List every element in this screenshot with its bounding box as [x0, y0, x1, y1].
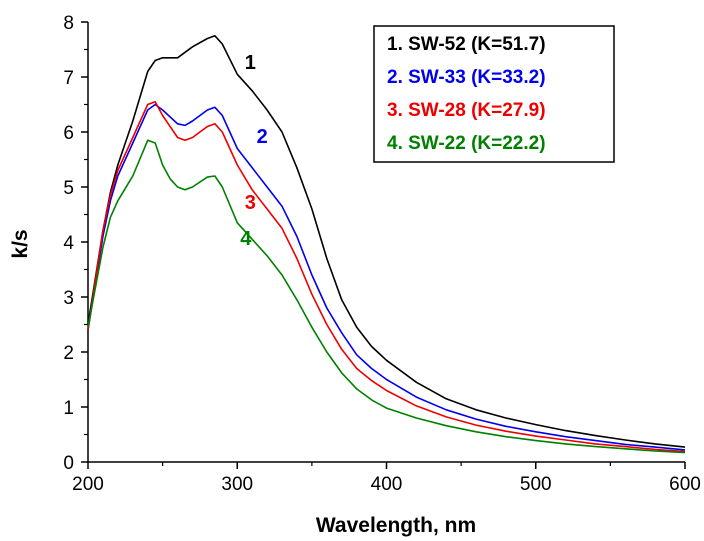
curve-label-2: 2 [257, 126, 268, 148]
y-tick-label: 8 [63, 13, 74, 34]
legend: 1. SW-52 (K=51.7) 2. SW-33 (K=33.2) 3. SW-… [373, 25, 615, 163]
y-tick-label: 1 [63, 398, 74, 419]
y-axis-ticks: 0 1 2 3 4 5 6 7 8 [63, 13, 88, 474]
y-tick-label: 2 [63, 343, 74, 364]
y-tick-label: 7 [63, 68, 74, 89]
x-tick-label: 600 [669, 474, 701, 495]
x-tick-label: 500 [520, 474, 552, 495]
curve-label-1: 1 [245, 52, 256, 74]
series-line-4 [87, 139, 686, 454]
series-lines [87, 34, 686, 454]
curve-labels: 1 2 3 4 [240, 52, 268, 250]
legend-entry-1: 1. SW-52 (K=51.7) [387, 34, 546, 55]
series-line-2 [87, 103, 686, 451]
plot-area: 200 300 400 500 600 0 1 2 3 4 5 6 7 8 1 2 3 4 [63, 13, 700, 495]
legend-entry-4: 4. SW-22 (K=22.2) [387, 133, 546, 154]
y-tick-label: 3 [63, 288, 74, 309]
series-line-1 [87, 34, 686, 448]
curve-label-4: 4 [240, 228, 252, 250]
x-tick-label: 200 [72, 474, 104, 495]
series-line-3 [87, 101, 686, 453]
x-axis-title: Wavelength, nm [316, 514, 476, 537]
legend-box [373, 25, 615, 163]
y-tick-label: 4 [63, 233, 74, 254]
legend-entry-2: 2. SW-33 (K=33.2) [387, 67, 546, 88]
x-tick-label: 300 [221, 474, 253, 495]
y-axis-title: k/s [9, 229, 32, 258]
y-tick-label: 6 [63, 123, 74, 144]
x-tick-label: 400 [371, 474, 403, 495]
x-axis-ticks: 200 300 400 500 600 [72, 462, 701, 495]
legend-items: 1. SW-52 (K=51.7) 2. SW-33 (K=33.2) 3. SW-… [387, 34, 546, 154]
y-tick-label: 5 [63, 178, 74, 199]
legend-entry-3: 3. SW-28 (K=27.9) [387, 100, 546, 121]
curve-label-3: 3 [245, 192, 256, 214]
y-tick-label: 0 [63, 453, 74, 474]
